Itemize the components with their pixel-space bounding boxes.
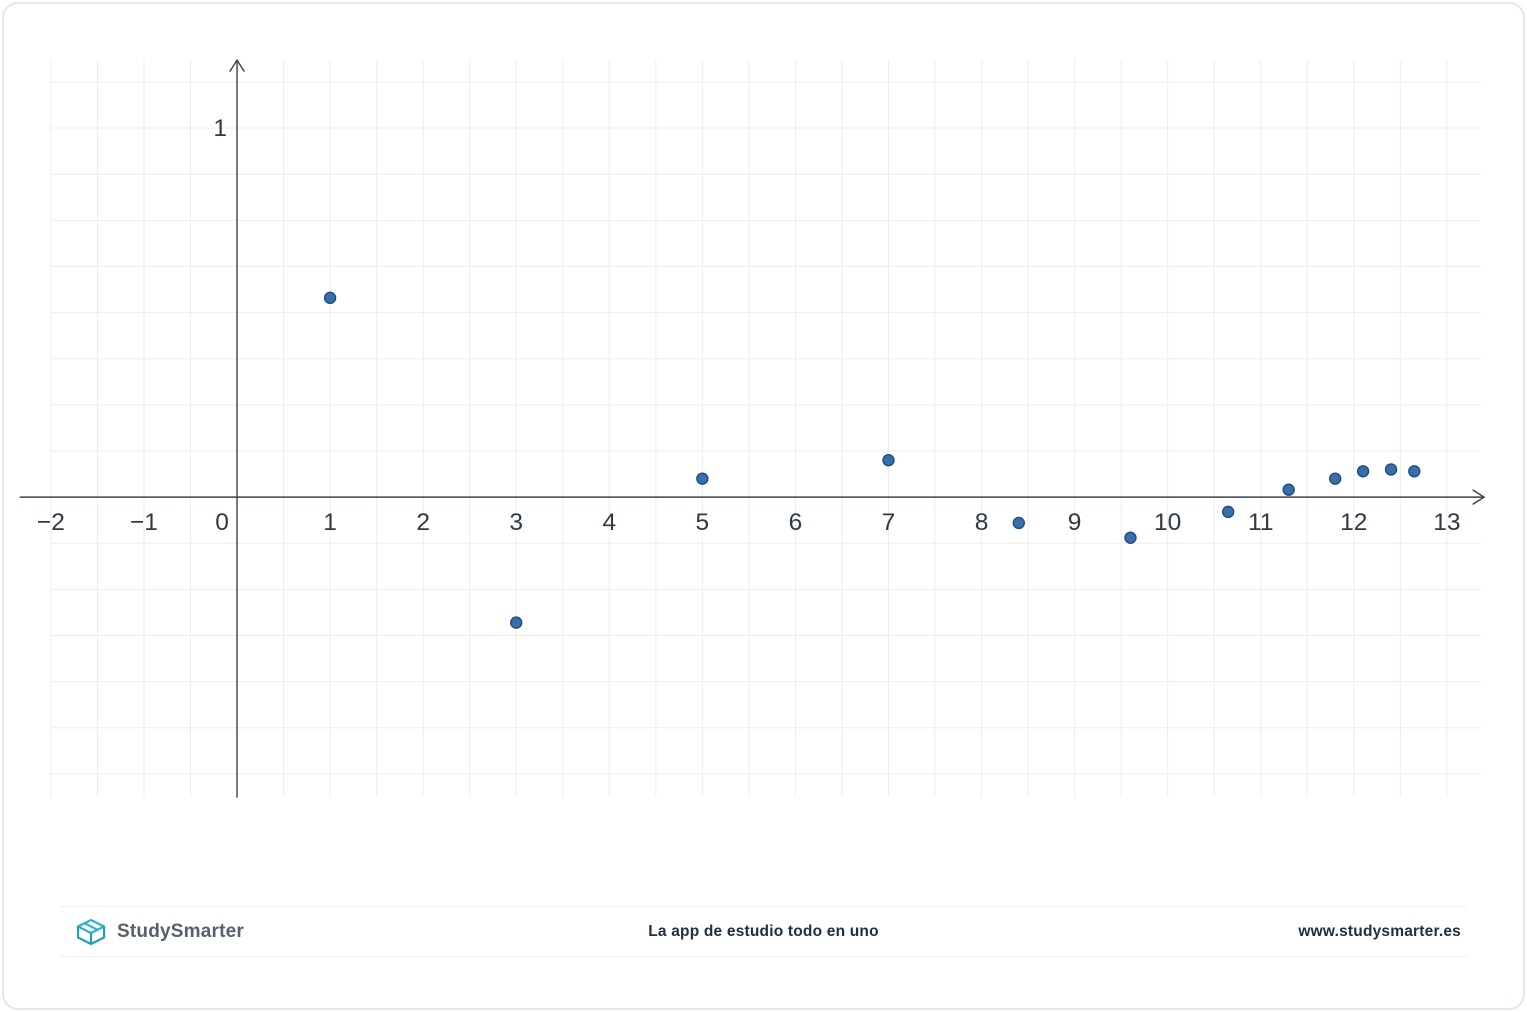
data-point <box>1408 465 1421 478</box>
data-point <box>1356 465 1370 478</box>
x-tick-label: 9 <box>1068 509 1082 536</box>
data-point <box>1124 531 1137 544</box>
data-point <box>882 454 895 467</box>
grid <box>50 60 1481 798</box>
x-tick-label: 1 <box>323 509 337 536</box>
footer: StudySmarter La app de estudio todo en u… <box>60 906 1467 957</box>
data-point <box>1328 472 1342 485</box>
data-point <box>696 472 709 485</box>
x-tick-label: 5 <box>696 509 710 536</box>
x-tick-label: 13 <box>1433 509 1460 536</box>
x-tick-label: 8 <box>975 509 989 536</box>
x-tick-label: 0 <box>215 509 229 536</box>
y-tick-label: 1 <box>213 115 227 142</box>
data-point <box>323 291 337 305</box>
data-point <box>1384 463 1398 476</box>
tick-labels: −2 −1 0 1 2 3 4 5 6 7 8 9 10 11 12 131 <box>37 115 1461 536</box>
footer-tagline: La app de estudio todo en uno <box>648 922 879 940</box>
x-tick-label: 2 <box>416 509 430 536</box>
x-tick-label: 10 <box>1154 509 1181 536</box>
axes <box>19 59 1485 798</box>
x-tick-label: 12 <box>1340 509 1367 536</box>
data-point <box>1282 483 1295 496</box>
scatter-chart: −2 −1 0 1 2 3 4 5 6 7 8 9 10 11 12 131 <box>19 59 1485 798</box>
x-axis-arrow-icon <box>1472 489 1485 505</box>
data-point <box>510 616 523 629</box>
x-tick-label: 3 <box>509 509 523 536</box>
x-tick-label: 7 <box>882 509 896 536</box>
y-axis-arrow-icon <box>229 59 245 72</box>
x-tick-label: −2 <box>37 509 65 536</box>
data-points <box>323 291 1421 629</box>
x-tick-label: 4 <box>602 509 616 536</box>
footer-url[interactable]: www.studysmarter.es <box>1298 922 1461 940</box>
x-tick-label: −1 <box>130 509 158 536</box>
x-tick-label: 6 <box>789 509 803 536</box>
brand-name: StudySmarter <box>117 920 244 942</box>
studysmarter-logo-icon <box>76 918 106 945</box>
data-point <box>1012 516 1025 530</box>
brand: StudySmarter <box>74 916 244 948</box>
data-point <box>1221 505 1235 519</box>
x-tick-label: 11 <box>1248 509 1273 536</box>
